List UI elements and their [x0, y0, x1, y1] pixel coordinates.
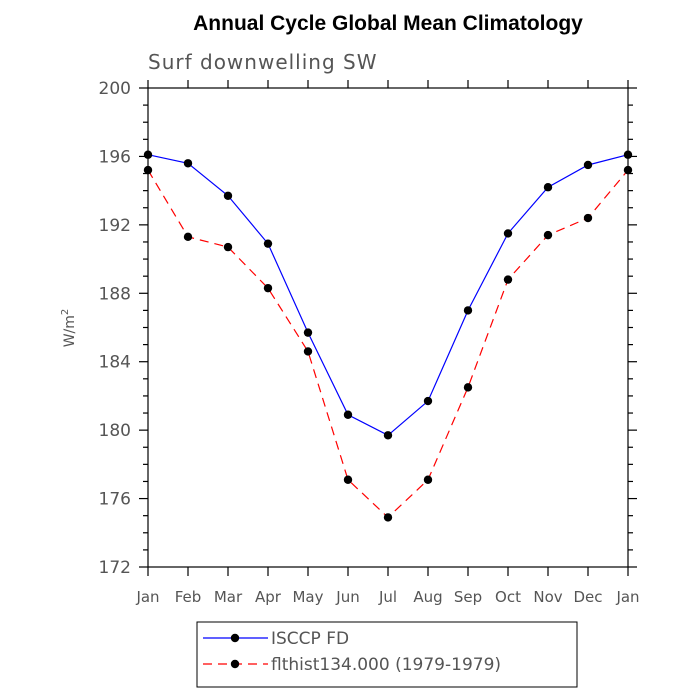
x-tick-label: Dec	[573, 588, 602, 606]
x-tick-label: Jan	[135, 588, 159, 606]
y-tick-label: 184	[99, 353, 131, 373]
series-2-point	[583, 213, 593, 223]
y-tick-label: 192	[99, 216, 131, 236]
series-1-point	[543, 183, 553, 192]
series-2-point	[383, 513, 393, 522]
series-1-point	[423, 396, 433, 406]
x-tick-label: Nov	[533, 588, 562, 606]
series-1-point	[223, 191, 233, 200]
series-2-point	[503, 275, 513, 284]
legend-marker-1	[230, 633, 240, 643]
y-tick-label: 188	[99, 284, 131, 304]
series-1-point	[343, 410, 353, 419]
series-1-point	[463, 306, 473, 315]
y-tick-label: 180	[99, 421, 131, 441]
series-2-point	[263, 283, 273, 293]
legend: ISCCP FD flthist134.000 (1979-1979)	[196, 621, 578, 688]
series-line-1	[147, 154, 629, 436]
series-2-point	[463, 383, 473, 392]
y-tick-label: 172	[99, 558, 131, 578]
x-tick-label: Aug	[413, 588, 442, 606]
series-2-point	[303, 347, 313, 356]
series-1-point	[183, 159, 193, 168]
series-2-point	[423, 475, 433, 484]
series-1-point	[263, 239, 273, 248]
series-1-point	[383, 431, 393, 440]
x-tick-label: May	[292, 588, 323, 606]
y-tick-label: 196	[99, 147, 131, 167]
x-tick-label: Sep	[454, 588, 482, 606]
legend-label-1: ISCCP FD	[271, 629, 349, 649]
x-tick-label: Feb	[175, 588, 202, 606]
x-tick-label: Jul	[378, 588, 397, 606]
chart-title: Annual Cycle Global Mean Climatology	[193, 12, 583, 35]
x-tick-label: Apr	[255, 588, 282, 606]
x-tick-label: Jun	[335, 588, 359, 606]
series-1-point	[583, 160, 593, 170]
y-tick-label: 200	[99, 79, 131, 99]
y-axis-label-superscript: 2	[60, 309, 71, 315]
chart-subtitle: Surf downwelling SW	[148, 50, 378, 74]
series-1-point	[303, 328, 313, 337]
series-1-point	[503, 229, 513, 238]
plot-frame	[147, 87, 629, 568]
y-tick-label: 176	[99, 490, 131, 510]
legend-marker-2	[230, 659, 240, 669]
x-tick-label: Oct	[495, 588, 521, 606]
series-2-point	[223, 242, 233, 252]
series-2-point	[183, 232, 193, 242]
legend-box	[196, 621, 578, 688]
x-tick-label: Jan	[615, 588, 639, 606]
series-line-2	[147, 169, 629, 519]
y-axis-label: W/m2	[60, 309, 78, 348]
series-2-point	[543, 230, 553, 240]
y-axis-label-text: W/m	[62, 315, 78, 347]
legend-label-2: flthist134.000 (1979-1979)	[271, 655, 501, 675]
x-tick-label: Mar	[214, 588, 243, 606]
svg-text:W/m2: W/m2	[60, 309, 78, 348]
series-2-point	[343, 475, 353, 484]
